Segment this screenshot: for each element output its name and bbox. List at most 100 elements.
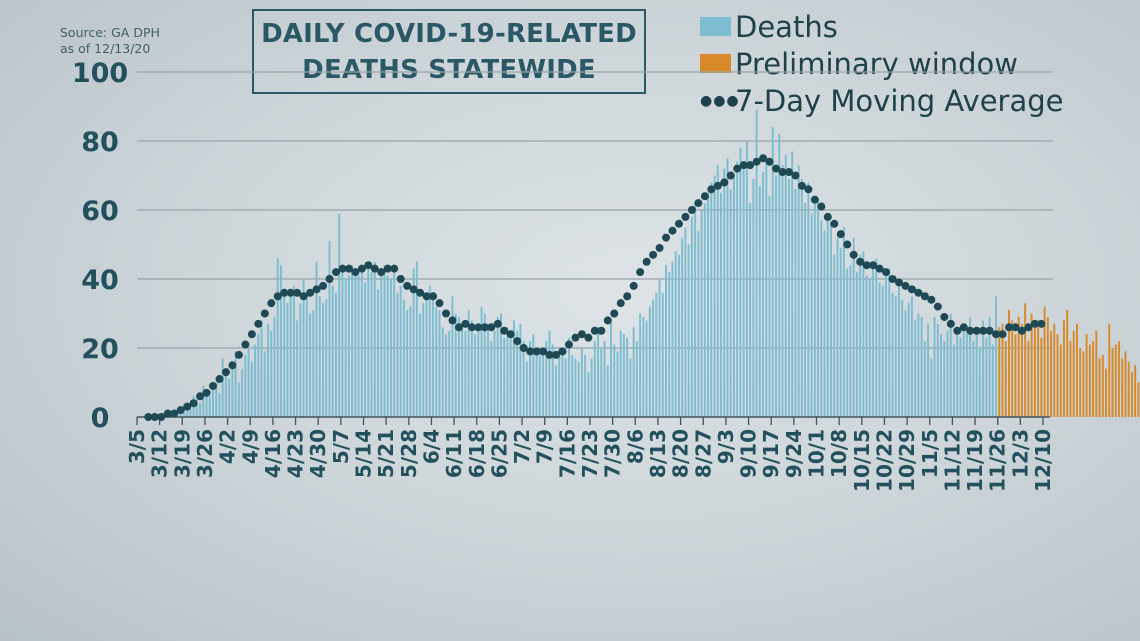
- deaths-bar: [762, 172, 765, 417]
- moving-average-dot: [791, 171, 800, 180]
- deaths-bar: [700, 210, 703, 417]
- deaths-bar: [732, 175, 735, 417]
- deaths-bar: [855, 272, 858, 417]
- moving-average-dot: [733, 164, 742, 173]
- deaths-bar: [868, 279, 871, 417]
- moving-average-dot: [267, 299, 276, 308]
- deaths-bar: [852, 237, 855, 417]
- deaths-bar: [373, 261, 376, 417]
- deaths-bar: [723, 168, 726, 417]
- deaths-bar: [923, 341, 926, 417]
- moving-average-dot: [319, 281, 328, 290]
- moving-average-dot: [286, 288, 295, 297]
- deaths-bar: [897, 279, 900, 417]
- deaths-bar: [305, 292, 308, 417]
- deaths-bar: [299, 303, 302, 417]
- moving-average-dot: [558, 347, 567, 356]
- deaths-bar: [694, 203, 697, 417]
- deaths-bar: [250, 361, 253, 417]
- moving-average-dot: [196, 392, 205, 401]
- deaths-bar: [842, 227, 845, 417]
- deaths-swatch-icon: [700, 17, 731, 36]
- moving-average-dot: [739, 161, 748, 170]
- x-tick-label: 4/2: [216, 429, 240, 464]
- preliminary-bar: [1105, 368, 1108, 417]
- deaths-bar: [846, 268, 849, 417]
- moving-average-dot: [228, 361, 237, 370]
- deaths-bar: [286, 303, 289, 417]
- moving-average-dot: [422, 292, 431, 301]
- deaths-bar: [820, 220, 823, 417]
- moving-average-dot: [293, 288, 302, 297]
- deaths-bar: [584, 354, 587, 417]
- deaths-bar: [804, 203, 807, 417]
- moving-average-dot: [1017, 326, 1026, 335]
- moving-average-dot: [713, 181, 722, 190]
- deaths-bar: [752, 178, 755, 417]
- deaths-bar: [451, 296, 454, 417]
- preliminary-bar: [1079, 348, 1082, 417]
- deaths-bar: [645, 320, 648, 417]
- moving-average-dot: [966, 326, 975, 335]
- deaths-bar: [995, 296, 997, 417]
- deaths-bar: [512, 320, 515, 417]
- moving-average-dot: [506, 330, 515, 339]
- preliminary-bar: [1108, 323, 1111, 417]
- preliminary-bar: [1059, 344, 1062, 417]
- moving-average-dot: [370, 264, 379, 273]
- deaths-bar: [435, 306, 438, 417]
- deaths-bar: [364, 282, 367, 417]
- y-tick-label: 40: [81, 265, 119, 296]
- deaths-bar: [247, 348, 250, 417]
- moving-average-dot: [882, 268, 891, 277]
- preliminary-bar: [1053, 323, 1056, 417]
- moving-average-dot: [338, 264, 347, 273]
- moving-average-dot: [869, 261, 878, 270]
- deaths-bar: [710, 182, 713, 417]
- deaths-bar: [917, 313, 920, 417]
- deaths-bar: [768, 196, 771, 417]
- x-tick-label: 10/8: [827, 429, 851, 478]
- moving-average-dot: [461, 319, 470, 328]
- moving-average-dot: [959, 323, 968, 332]
- moving-average-dot: [577, 330, 586, 339]
- preliminary-bar: [1050, 330, 1053, 417]
- moving-average-dot: [390, 264, 399, 273]
- preliminary-bar: [1056, 334, 1059, 417]
- deaths-bar: [289, 289, 292, 417]
- deaths-bar: [325, 299, 328, 417]
- moving-average-dot: [856, 257, 865, 266]
- moving-average-dot: [623, 292, 632, 301]
- x-tick-label: 4/16: [261, 429, 285, 478]
- deaths-bar: [865, 275, 868, 417]
- moving-average-dot: [927, 295, 936, 304]
- deaths-bar: [212, 389, 214, 417]
- moving-average-dot: [532, 347, 541, 356]
- deaths-bar: [978, 348, 981, 417]
- preliminary-bar: [1037, 320, 1040, 417]
- deaths-bar: [784, 154, 787, 418]
- deaths-bar: [622, 334, 625, 417]
- deaths-bar: [234, 351, 237, 417]
- moving-average-dot: [493, 319, 502, 328]
- moving-average-dot: [500, 326, 509, 335]
- deaths-bar: [432, 292, 434, 417]
- preliminary-bar: [1043, 306, 1046, 417]
- preliminary-bar: [1040, 337, 1043, 417]
- deaths-bar: [791, 151, 794, 417]
- x-tick-label: 3/5: [125, 429, 149, 464]
- x-tick-label: 12/10: [1031, 429, 1055, 492]
- deaths-bar: [881, 285, 884, 417]
- legend-label: Preliminary window: [735, 46, 1019, 81]
- moving-average-dot: [325, 275, 334, 283]
- deaths-bar: [267, 323, 269, 417]
- dotted-line-icon: ●●●: [700, 92, 740, 109]
- moving-average-dot: [202, 388, 211, 397]
- deaths-bar: [496, 316, 499, 417]
- deaths-bar: [794, 189, 797, 417]
- moving-average-dot: [539, 347, 548, 356]
- deaths-bar: [771, 127, 774, 417]
- moving-average-dot: [726, 171, 735, 180]
- deaths-bar: [823, 230, 826, 417]
- y-tick-label: 0: [91, 403, 110, 434]
